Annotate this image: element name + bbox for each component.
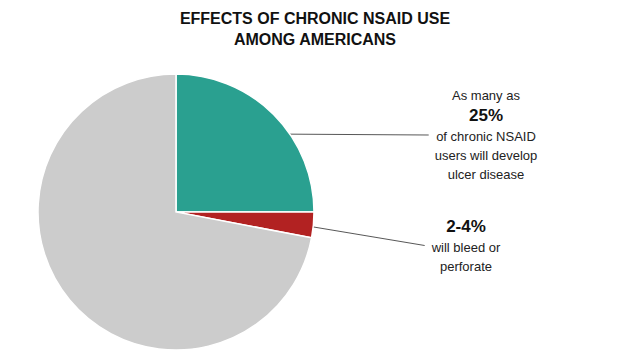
title: EFFECTS OF CHRONIC NSAID USEAMONG AMERIC… [180, 10, 451, 48]
annotation: 2-4% will bleed orperforate [431, 217, 501, 274]
annotation-label: 25% [469, 106, 503, 125]
pie-slice [38, 74, 312, 350]
annotation: As many as 25% of chronic NSAIDusers will … [435, 88, 538, 182]
annotation-text: of chronic NSAIDusers will developulcer … [435, 129, 538, 182]
pie-slice [176, 74, 314, 212]
annotation-label: 2-4% [446, 217, 486, 236]
annotation-text: will bleed orperforate [431, 240, 501, 274]
chart: EFFECTS OF CHRONIC NSAID USEAMONG AMERIC… [0, 0, 630, 359]
pie [38, 74, 314, 350]
annotation-text: As many as [452, 88, 520, 103]
